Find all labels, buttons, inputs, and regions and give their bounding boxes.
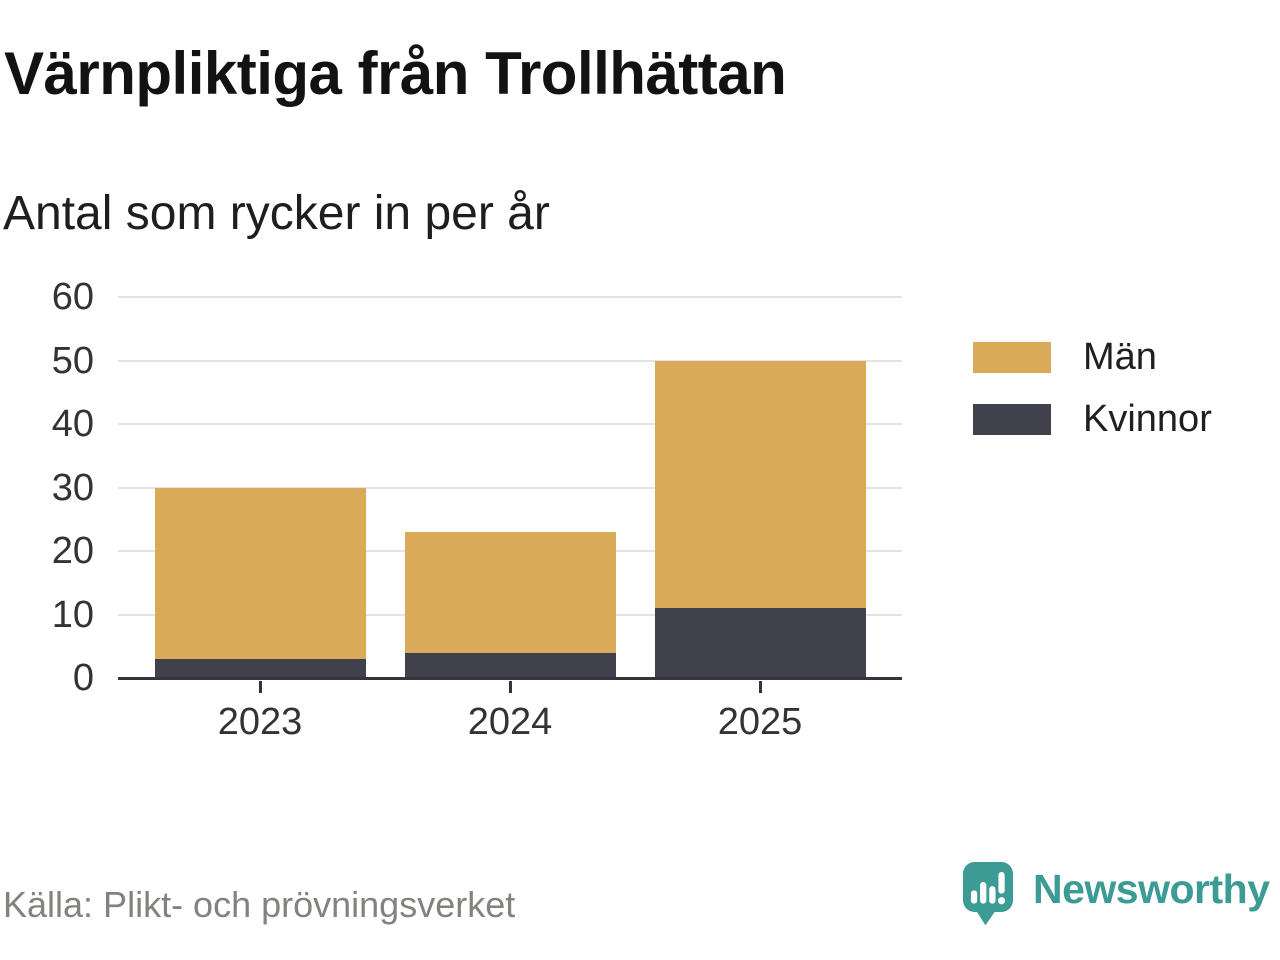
source-caption: Källa: Plikt- och prövningsverket [3,884,516,925]
x-axis-category-label: 2025 [717,701,803,743]
chart-subtitle: Antal som rycker in per år [3,187,550,240]
brand-name: Newsworthy [1033,866,1270,912]
x-axis-tick-mark [758,681,762,693]
gridline-60 [118,296,902,298]
bar-segment-män-2023 [154,487,366,659]
gridline-30 [118,486,902,489]
bar-segment-män-2025 [654,360,866,609]
x-axis-tick-mark [258,681,262,693]
gridline-40 [118,423,902,425]
newsworthy-logo-icon [963,862,1013,926]
legend-label-man: Män [1083,336,1157,378]
y-axis-tick-label: 50 [51,339,94,382]
gridline-50 [118,359,902,362]
legend-item-man: Män [973,338,1212,376]
y-axis-tick-label: 0 [72,657,94,699]
y-axis-tick-label: 20 [51,530,94,572]
chart-title: Värnpliktiga från Trollhättan [4,40,787,107]
bar-segment-män-2024 [404,531,616,653]
x-axis-tick-mark [508,681,512,693]
legend-swatch-man [973,341,1051,373]
y-axis-tick-label: 10 [51,593,94,636]
legend: Män Kvinnor [973,338,1212,462]
bar-segment-kvinnor-2023 [154,658,366,678]
legend-label-kvinnor: Kvinnor [1083,398,1212,440]
y-axis-tick-label: 60 [51,276,94,318]
y-axis-tick-label: 30 [51,466,94,509]
y-axis-tick-label: 40 [51,403,94,445]
bar-segment-kvinnor-2025 [654,608,866,678]
x-axis-category-label: 2024 [467,701,553,743]
x-axis-line [118,677,902,680]
bar-segment-kvinnor-2024 [404,652,616,678]
x-axis-category-label: 2023 [217,701,303,743]
legend-item-kvinnor: Kvinnor [973,400,1212,438]
brand-logo: Newsworthy [963,862,1270,927]
legend-swatch-kvinnor [973,403,1051,435]
